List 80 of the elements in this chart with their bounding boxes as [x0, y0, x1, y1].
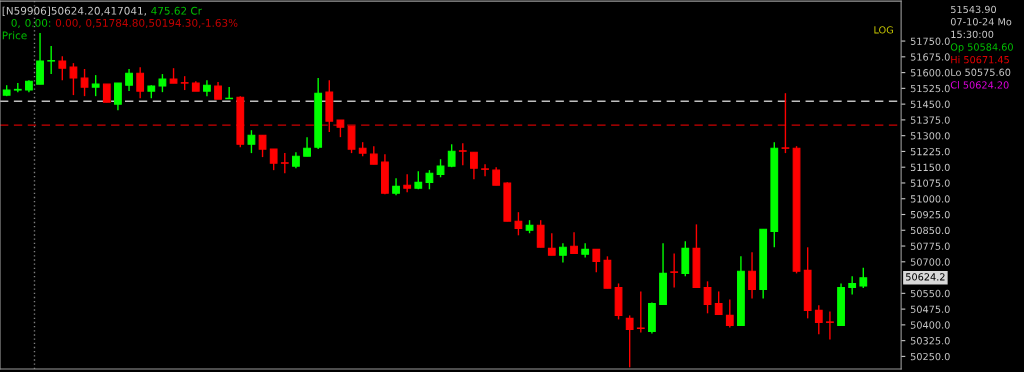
candlestick — [636, 290, 645, 334]
candlestick — [514, 211, 523, 237]
candlestick — [781, 92, 790, 154]
candlestick — [347, 125, 356, 154]
annotation: 0.00, — [55, 18, 81, 28]
y-tick-label: 51150.0 — [910, 163, 950, 172]
y-tick-label: 50550.0 — [910, 289, 950, 298]
annotation: -1.63% — [201, 18, 238, 27]
candlestick — [536, 219, 545, 248]
candlestick — [559, 242, 567, 264]
candlestick — [36, 32, 44, 85]
candlestick — [481, 163, 489, 177]
candlestick — [470, 151, 478, 180]
candlestick — [492, 166, 501, 186]
candlestick — [125, 68, 133, 92]
y-tick-label: 50325.0 — [910, 337, 950, 345]
candlestick — [403, 173, 412, 193]
text: Cl 50624.20 — [950, 81, 1009, 89]
y-tick-label: 51075.0 — [910, 179, 950, 187]
y-tick-label: 50850.0 — [910, 226, 950, 235]
candlestick — [547, 232, 556, 256]
y-tick-label: 50775.0 — [910, 242, 950, 250]
candlestick — [80, 68, 89, 97]
y-tick-label: 50475.0 — [910, 305, 950, 313]
annotation: 0, — [11, 18, 20, 28]
y-tick-label: 51300.0 — [910, 132, 950, 140]
candlestick — [91, 74, 100, 97]
candlestick — [158, 73, 167, 93]
annotation: 0,51784.80,50194.30, — [86, 18, 201, 28]
y-tick-label: 50925.0 — [910, 210, 950, 219]
y-tick-label: 51225.0 — [910, 147, 950, 156]
annotation: [N59906]50624.20,417041, — [2, 6, 146, 16]
candlestick — [436, 158, 445, 178]
text: 07-10-24 Mo — [950, 18, 1012, 26]
y-tick-label: 51675.0 — [910, 53, 950, 61]
y-tick-label: 50700.0 — [910, 258, 950, 266]
text: Lo 50575.60 — [951, 68, 1011, 76]
candlestick — [748, 251, 756, 300]
text: Op 50584.60 — [950, 43, 1013, 53]
y-tick-label: 51450.0 — [910, 100, 950, 108]
candlestick — [859, 267, 868, 289]
y-tick-label: 50250.0 — [910, 352, 950, 361]
text: Hi 50671.45 — [951, 55, 1009, 64]
text: 51543.90 — [951, 5, 997, 14]
text: 15:30:00 — [951, 30, 994, 39]
y-tick-label: 51525.0 — [910, 84, 950, 93]
candlestick — [848, 275, 857, 296]
candlestick — [725, 298, 734, 329]
candlestick — [69, 62, 78, 96]
candlestick — [703, 280, 712, 315]
y-tick-label: 51600.0 — [910, 69, 950, 77]
candlestick — [136, 66, 145, 99]
text: 50624.2 — [906, 273, 945, 281]
candlestick — [814, 304, 823, 336]
candlestick — [47, 45, 56, 75]
candlestick — [247, 129, 256, 154]
text: LOG — [874, 26, 893, 34]
candlestick — [625, 314, 634, 369]
candlestick — [58, 55, 67, 81]
candlestick — [826, 310, 834, 341]
candlestick — [425, 169, 434, 190]
candlestick — [303, 136, 311, 157]
candlestick — [102, 83, 111, 103]
y-tick-label: 51375.0 — [910, 116, 950, 124]
y-tick-label: 51000.0 — [910, 195, 950, 203]
candlestick — [280, 152, 289, 174]
candlestick — [592, 248, 601, 274]
candlestick — [458, 142, 467, 167]
y-tick-label: 51750.0 — [910, 37, 950, 45]
candlestick — [258, 134, 267, 158]
y-tick-label: 50400.0 — [910, 321, 950, 329]
candlestick — [269, 148, 278, 171]
candlestick — [714, 290, 723, 316]
annotation: Price — [2, 31, 27, 40]
candlestick — [114, 82, 122, 111]
candlestick — [369, 145, 378, 165]
candlestick — [670, 252, 679, 289]
annotation: 0.00: — [25, 18, 51, 27]
annotation: 475.62 Cr — [151, 6, 202, 15]
candlestick — [570, 231, 578, 255]
